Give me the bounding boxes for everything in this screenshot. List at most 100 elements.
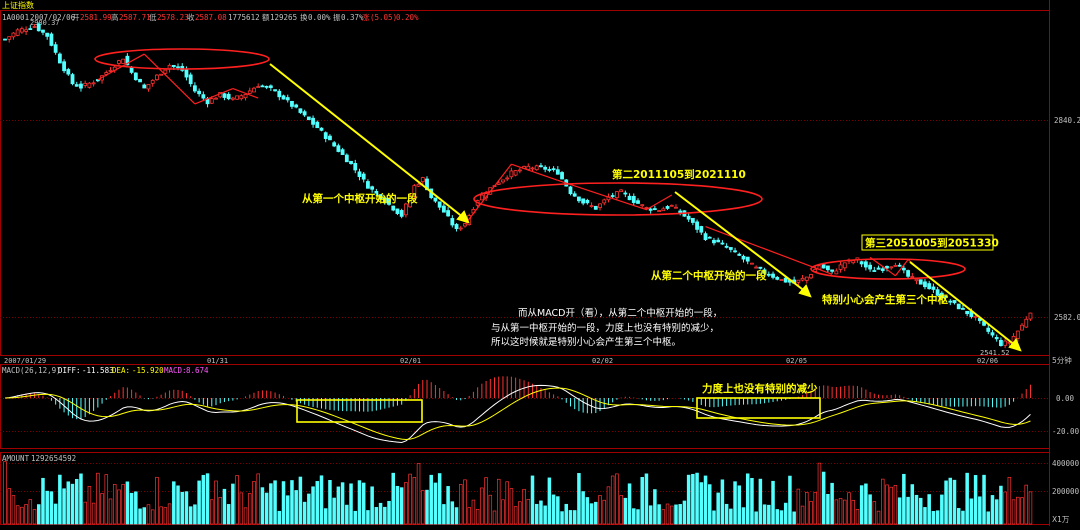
amount-bar xyxy=(707,484,712,525)
candle-body xyxy=(83,82,88,86)
amount-bar xyxy=(361,482,366,525)
amount-bar xyxy=(758,478,763,525)
candle-body xyxy=(526,165,531,170)
amount-bar xyxy=(648,505,653,525)
candle-body xyxy=(766,273,771,276)
amount-bar xyxy=(762,504,767,525)
amount-bar xyxy=(467,507,471,525)
candle-body xyxy=(294,104,299,108)
candle-body xyxy=(956,303,961,310)
amount-bar xyxy=(530,475,535,525)
candle-body xyxy=(1003,340,1008,346)
candle-body xyxy=(889,266,894,269)
amount-bar xyxy=(290,480,294,525)
candle-body xyxy=(530,167,535,170)
amount-bar xyxy=(572,510,577,525)
candle-body xyxy=(361,173,366,180)
candle-body xyxy=(750,262,754,265)
amount-bar xyxy=(682,500,687,525)
candle-body xyxy=(505,177,510,180)
candle-body xyxy=(838,264,843,270)
amount-bar xyxy=(543,505,547,525)
candle-body xyxy=(724,245,729,248)
amount-bar xyxy=(332,497,336,525)
amount-bar xyxy=(940,494,944,525)
center-ellipse-second xyxy=(473,182,763,216)
amount-bar xyxy=(657,504,661,525)
candle-body xyxy=(707,236,712,239)
candle-body xyxy=(3,38,7,41)
amount-bar xyxy=(188,506,193,525)
macd-dea-line xyxy=(4,387,1031,441)
candle-body xyxy=(551,168,556,171)
candle-body xyxy=(598,203,602,208)
amount-bar xyxy=(475,508,480,525)
candle-body xyxy=(796,279,801,283)
amount-bar xyxy=(712,510,716,525)
amount-bar xyxy=(885,484,889,525)
amount-value: 1292654592 xyxy=(31,454,76,463)
center-ellipse-third xyxy=(810,258,966,280)
candle-body xyxy=(336,145,341,152)
amount-bar xyxy=(20,506,24,525)
candle-body xyxy=(728,247,733,250)
candle-body xyxy=(703,233,708,241)
amount-bar xyxy=(779,510,784,525)
amount-bar xyxy=(328,480,332,525)
candle-body xyxy=(547,169,552,171)
annotations: 从第一个中枢开始的一段 第二2011105到2021110 从第二个中枢开始的一… xyxy=(302,168,999,306)
amount-bar xyxy=(610,475,615,525)
macd-title: MACD(26,12,9) xyxy=(2,366,61,375)
candle-body xyxy=(585,199,590,204)
candle-body xyxy=(235,95,240,100)
stroke-lines xyxy=(97,53,926,277)
candle-body xyxy=(298,108,303,113)
candle-body xyxy=(87,82,92,88)
candle-body xyxy=(560,172,564,180)
candle-body xyxy=(901,267,906,271)
candle-body xyxy=(45,32,50,37)
candle-body xyxy=(543,166,548,170)
candle-body xyxy=(826,265,830,271)
candle-body xyxy=(1028,312,1033,320)
period-label[interactable]: 5分钟 xyxy=(1052,355,1072,365)
amount-bar xyxy=(522,488,526,525)
stroke-line xyxy=(194,87,234,105)
candle-body xyxy=(315,121,320,129)
candle-body xyxy=(627,195,632,201)
amount-bar xyxy=(788,475,792,525)
amount-bar xyxy=(783,502,788,525)
amount-bar xyxy=(117,489,121,525)
stroke-line xyxy=(143,53,196,105)
quote-amount-label: 额 xyxy=(262,12,270,22)
arrowhead-second xyxy=(798,284,812,298)
macd-highlight-boxes xyxy=(296,397,821,423)
candle-body xyxy=(745,256,750,262)
candle-body xyxy=(771,273,775,278)
candle-body xyxy=(49,33,54,46)
amount-bar xyxy=(134,491,138,525)
amount-bar xyxy=(37,504,41,525)
amount-bar xyxy=(982,474,986,525)
quote-turnover-label: 换 xyxy=(300,12,308,22)
candle-body xyxy=(370,186,375,190)
amount-bar xyxy=(184,491,189,525)
candle-body xyxy=(311,117,315,125)
amount-bar xyxy=(792,511,796,525)
amount-bar xyxy=(864,483,868,525)
amount-bar xyxy=(956,508,961,525)
candle-body xyxy=(906,270,910,277)
macd-dea-label: DEA: xyxy=(112,366,130,375)
candle-body xyxy=(378,194,383,200)
amount-bar xyxy=(678,504,682,525)
amount-bar xyxy=(551,494,556,525)
amount-bar xyxy=(357,480,362,525)
amount-bar xyxy=(129,492,134,525)
amount-bar xyxy=(594,501,598,525)
candle-body xyxy=(133,72,138,81)
candle-body xyxy=(11,32,16,38)
macd-box-second xyxy=(696,397,821,419)
amount-bar xyxy=(589,503,594,525)
candle-body xyxy=(142,84,147,89)
